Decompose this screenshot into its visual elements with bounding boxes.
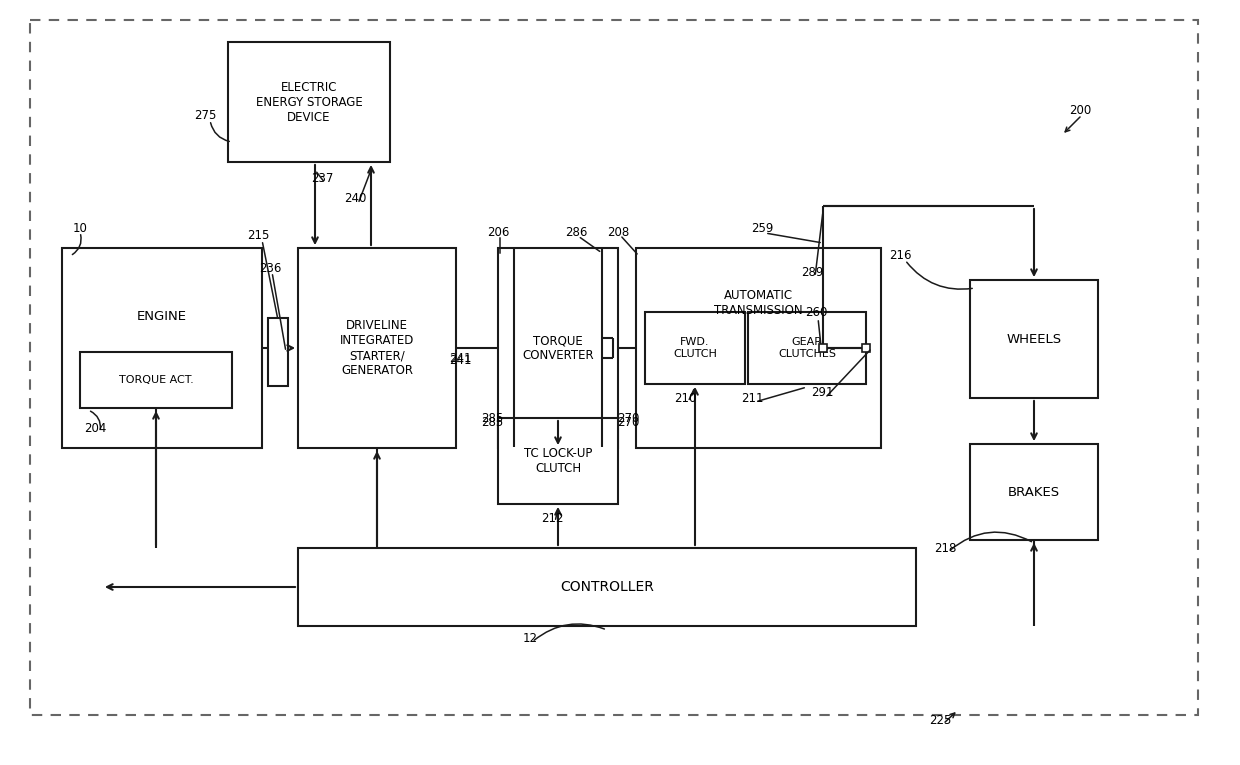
FancyBboxPatch shape — [645, 312, 745, 384]
Text: 206: 206 — [487, 226, 510, 239]
FancyBboxPatch shape — [62, 248, 262, 448]
FancyBboxPatch shape — [81, 352, 232, 408]
Text: 275: 275 — [193, 109, 216, 122]
Text: WHEELS: WHEELS — [1007, 333, 1061, 346]
Text: 10: 10 — [73, 222, 88, 235]
Text: 236: 236 — [259, 262, 281, 275]
Text: 208: 208 — [606, 226, 629, 239]
Text: DRIVELINE
INTEGRATED
STARTER/
GENERATOR: DRIVELINE INTEGRATED STARTER/ GENERATOR — [340, 319, 414, 377]
Text: 285: 285 — [481, 412, 503, 425]
FancyBboxPatch shape — [298, 548, 916, 626]
Text: 200: 200 — [1069, 103, 1091, 116]
Text: FWD.
CLUTCH: FWD. CLUTCH — [673, 337, 717, 359]
Text: 241: 241 — [449, 353, 471, 366]
Text: 289: 289 — [801, 265, 823, 278]
Text: ENGINE: ENGINE — [136, 310, 187, 323]
Text: ELECTRIC
ENERGY STORAGE
DEVICE: ELECTRIC ENERGY STORAGE DEVICE — [255, 80, 362, 123]
FancyBboxPatch shape — [970, 280, 1097, 398]
Text: AUTOMATIC
TRANSMISSION: AUTOMATIC TRANSMISSION — [714, 289, 802, 317]
Text: 241: 241 — [449, 351, 471, 364]
Text: TC LOCK-UP
CLUTCH: TC LOCK-UP CLUTCH — [523, 447, 593, 475]
Text: CONTROLLER: CONTROLLER — [560, 580, 653, 594]
FancyBboxPatch shape — [748, 312, 866, 384]
Text: 218: 218 — [934, 542, 956, 555]
Text: 211: 211 — [740, 392, 764, 405]
Text: GEAR
CLUTCHES: GEAR CLUTCHES — [777, 337, 836, 359]
Text: 260: 260 — [805, 305, 827, 318]
FancyBboxPatch shape — [498, 248, 618, 448]
FancyBboxPatch shape — [636, 248, 880, 448]
Text: BRAKES: BRAKES — [1008, 486, 1060, 499]
Text: 286: 286 — [564, 226, 588, 239]
Text: 259: 259 — [750, 222, 774, 235]
Text: 270: 270 — [616, 412, 639, 425]
FancyBboxPatch shape — [498, 418, 618, 504]
Text: 204: 204 — [84, 422, 107, 435]
Text: 212: 212 — [541, 512, 563, 525]
Text: 12: 12 — [522, 631, 537, 644]
FancyBboxPatch shape — [298, 248, 456, 448]
FancyBboxPatch shape — [268, 318, 288, 386]
Text: 240: 240 — [343, 191, 366, 204]
Text: 216: 216 — [889, 249, 911, 262]
FancyBboxPatch shape — [228, 42, 391, 162]
FancyBboxPatch shape — [862, 344, 870, 352]
Text: 215: 215 — [247, 229, 269, 242]
Text: 210: 210 — [673, 392, 696, 405]
Text: 225: 225 — [929, 714, 951, 727]
Text: 237: 237 — [311, 171, 334, 184]
Text: 291: 291 — [811, 386, 833, 399]
Text: TORQUE
CONVERTER: TORQUE CONVERTER — [522, 334, 594, 362]
FancyBboxPatch shape — [818, 344, 827, 352]
FancyBboxPatch shape — [970, 444, 1097, 540]
Text: 285: 285 — [481, 415, 503, 428]
Text: 270: 270 — [616, 415, 639, 428]
Text: TORQUE ACT.: TORQUE ACT. — [119, 375, 193, 385]
